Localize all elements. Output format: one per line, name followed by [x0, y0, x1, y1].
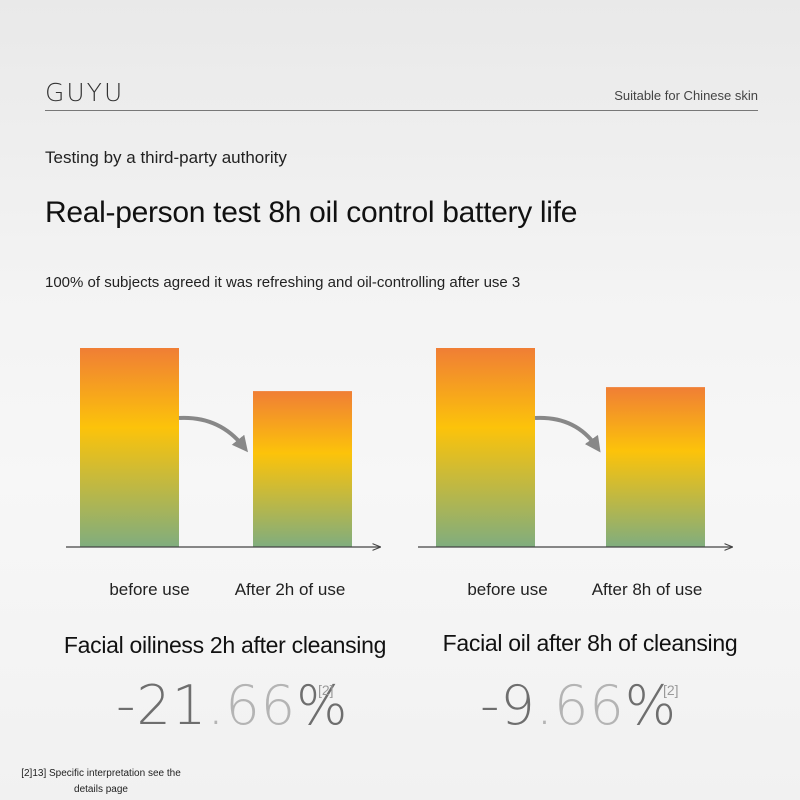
chart2-reference-mark: [2]	[663, 682, 679, 698]
chart1-reference-mark: [2]	[318, 682, 334, 698]
source-note: Testing by a third-party authority	[45, 148, 287, 167]
chart2-title: Facial oil after 8h of cleansing	[442, 630, 738, 656]
tagline: Suitable for Chinese skin	[614, 88, 758, 103]
chart2-category-after: After 8h of use	[591, 580, 703, 599]
chart1-change-value: -21.66%	[116, 674, 349, 737]
header-divider	[45, 110, 758, 111]
oil-control-bar-charts	[66, 348, 800, 560]
chart1-category-after: After 2h of use	[234, 580, 346, 599]
subheadline: 100% of subjects agreed it was refreshin…	[45, 274, 521, 291]
chart1-decrease-arrow	[178, 415, 249, 453]
chart2-decrease-arrow	[534, 415, 601, 453]
chart1-bar-before	[80, 348, 179, 547]
chart2-category-before: before use	[467, 580, 548, 599]
headline: Real-person test 8h oil control battery …	[45, 196, 578, 229]
chart2-bar-after	[606, 387, 705, 547]
chart1-bar-after	[253, 391, 352, 547]
footnote: [2]13] Specific interpretation see the d…	[21, 768, 181, 795]
chart1-category-before: before use	[109, 580, 190, 599]
chart2-bar-before	[436, 348, 535, 547]
chart2-change-value: -9.66%	[480, 674, 678, 737]
chart1-title: Facial oiliness 2h after cleansing	[63, 632, 387, 658]
brand-logo: GUYU	[45, 78, 125, 107]
